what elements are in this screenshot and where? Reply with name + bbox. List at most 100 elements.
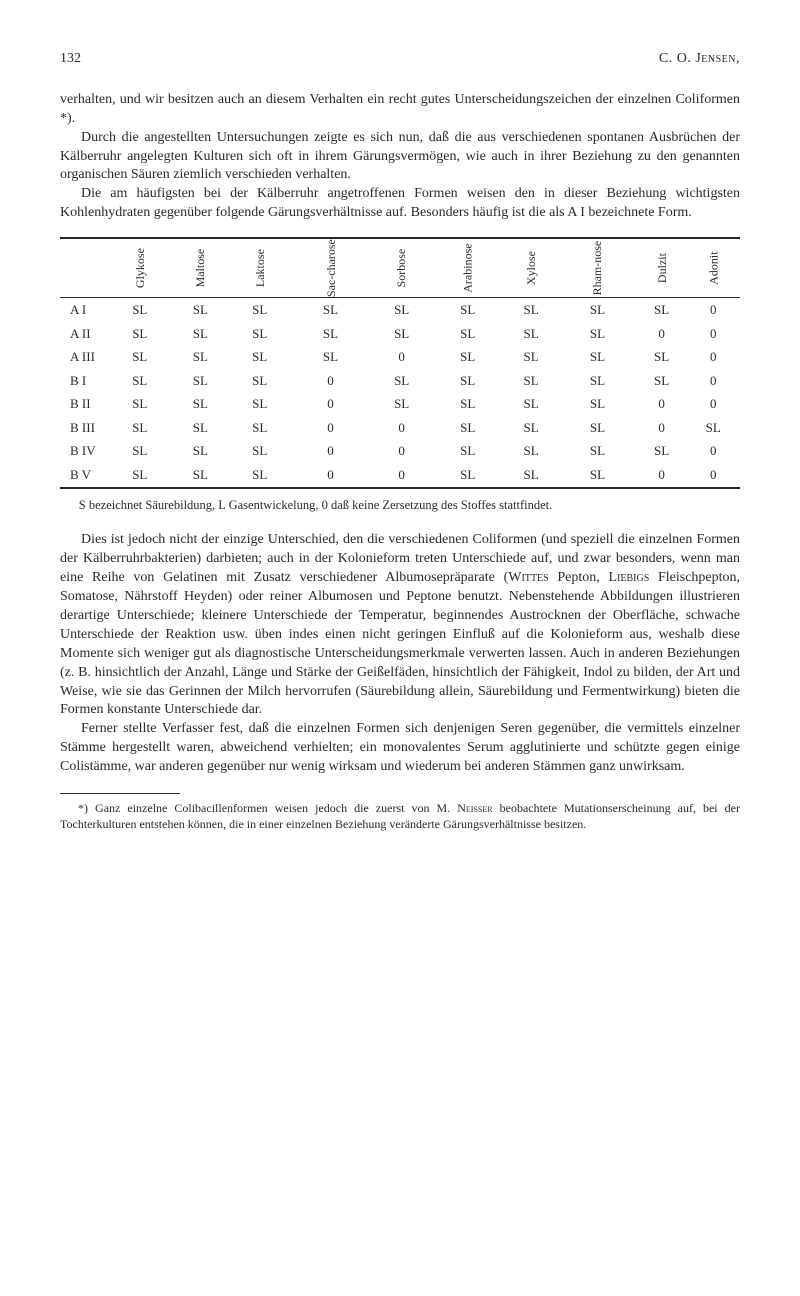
row-label-header [60,238,109,298]
row-label: A III [60,345,109,369]
table-cell: SL [109,298,170,322]
table-cell: 0 [372,345,432,369]
table-cell: 0 [637,322,687,346]
row-label: B III [60,416,109,440]
table-cell: SL [230,392,289,416]
table-cell: SL [170,345,230,369]
col-xylose: Xylose [504,238,558,298]
table-cell: SL [504,416,558,440]
table-header-row: Glykose Maltose Laktose Sac-charose Sorb… [60,238,740,298]
table-cell: 0 [289,392,372,416]
page-number: 132 [60,50,81,69]
header-author: C. O. Jensen, [659,50,740,69]
row-label: B IV [60,439,109,463]
table-cell: SL [230,369,289,393]
table-cell: SL [170,322,230,346]
table-cell: SL [558,392,637,416]
col-dulzit: Dulzit [637,238,687,298]
col-rhamnose: Rham-nose [558,238,637,298]
table-row: B IISLSLSL0SLSLSLSL00 [60,392,740,416]
table-cell: SL [504,322,558,346]
table-cell: SL [230,463,289,488]
table-cell: SL [504,369,558,393]
table-cell: SL [432,322,504,346]
table-cell: 0 [289,416,372,440]
table-cell: SL [504,439,558,463]
table-cell: SL [109,369,170,393]
row-label: B I [60,369,109,393]
table-cell: SL [432,345,504,369]
table-cell: SL [372,298,432,322]
table-cell: SL [170,392,230,416]
table-cell: SL [109,439,170,463]
table-cell: SL [230,298,289,322]
table-cell: 0 [686,369,740,393]
table-cell: SL [432,439,504,463]
table-cell: SL [289,322,372,346]
table-cell: 0 [637,463,687,488]
table-cell: SL [432,392,504,416]
row-label: A II [60,322,109,346]
table-cell: SL [170,369,230,393]
table-row: B VSLSLSL00SLSLSL00 [60,463,740,488]
table-cell: 0 [637,416,687,440]
table-cell: SL [170,416,230,440]
row-label: B II [60,392,109,416]
page-header: 132 C. O. Jensen, [60,50,740,69]
table-cell: SL [558,416,637,440]
table-cell: SL [504,463,558,488]
table-cell: SL [637,369,687,393]
table-cell: SL [109,392,170,416]
table-row: A IISLSLSLSLSLSLSLSL00 [60,322,740,346]
table-cell: SL [637,298,687,322]
table-cell: SL [558,345,637,369]
table-cell: 0 [637,392,687,416]
col-maltose: Maltose [170,238,230,298]
table-cell: SL [432,369,504,393]
table-cell: 0 [686,439,740,463]
table-cell: SL [637,345,687,369]
table-row: B IVSLSLSL00SLSLSLSL0 [60,439,740,463]
table-cell: SL [372,322,432,346]
footnote-text: *) Ganz einzelne Colibacillenformen weis… [60,800,740,832]
table-cell: SL [170,439,230,463]
table-cell: SL [432,416,504,440]
table-cell: SL [109,345,170,369]
table-cell: 0 [372,463,432,488]
table-cell: SL [558,322,637,346]
table-cell: SL [289,345,372,369]
table-cell: SL [432,463,504,488]
table-cell: SL [230,322,289,346]
table-cell: SL [289,298,372,322]
row-label: A I [60,298,109,322]
table-cell: SL [170,463,230,488]
table-cell: 0 [686,322,740,346]
row-label: B V [60,463,109,488]
table-cell: SL [109,416,170,440]
table-cell: 0 [686,345,740,369]
table-cell: SL [109,322,170,346]
col-saccharose: Sac-charose [289,238,372,298]
table-cell: SL [558,463,637,488]
col-glykose: Glykose [109,238,170,298]
table-cell: 0 [289,463,372,488]
table-row: A ISLSLSLSLSLSLSLSLSL0 [60,298,740,322]
footnote-separator [60,793,180,794]
table-row: B IIISLSLSL00SLSLSL0SL [60,416,740,440]
table-cell: SL [372,369,432,393]
table-cell: SL [637,439,687,463]
col-laktose: Laktose [230,238,289,298]
table-cell: SL [170,298,230,322]
table-cell: SL [558,439,637,463]
paragraph-4: Dies ist jedoch nicht der einzige Unters… [60,531,740,720]
table-cell: 0 [372,439,432,463]
table-cell: SL [504,392,558,416]
table-cell: 0 [372,416,432,440]
fermentation-table: Glykose Maltose Laktose Sac-charose Sorb… [60,237,740,488]
table-cell: SL [432,298,504,322]
table-row: A IIISLSLSLSL0SLSLSLSL0 [60,345,740,369]
table-cell: SL [558,369,637,393]
table-cell: SL [230,416,289,440]
paragraph-1: verhalten, und wir besitzen auch an dies… [60,91,740,129]
wittes-name: Wittes [508,570,548,585]
